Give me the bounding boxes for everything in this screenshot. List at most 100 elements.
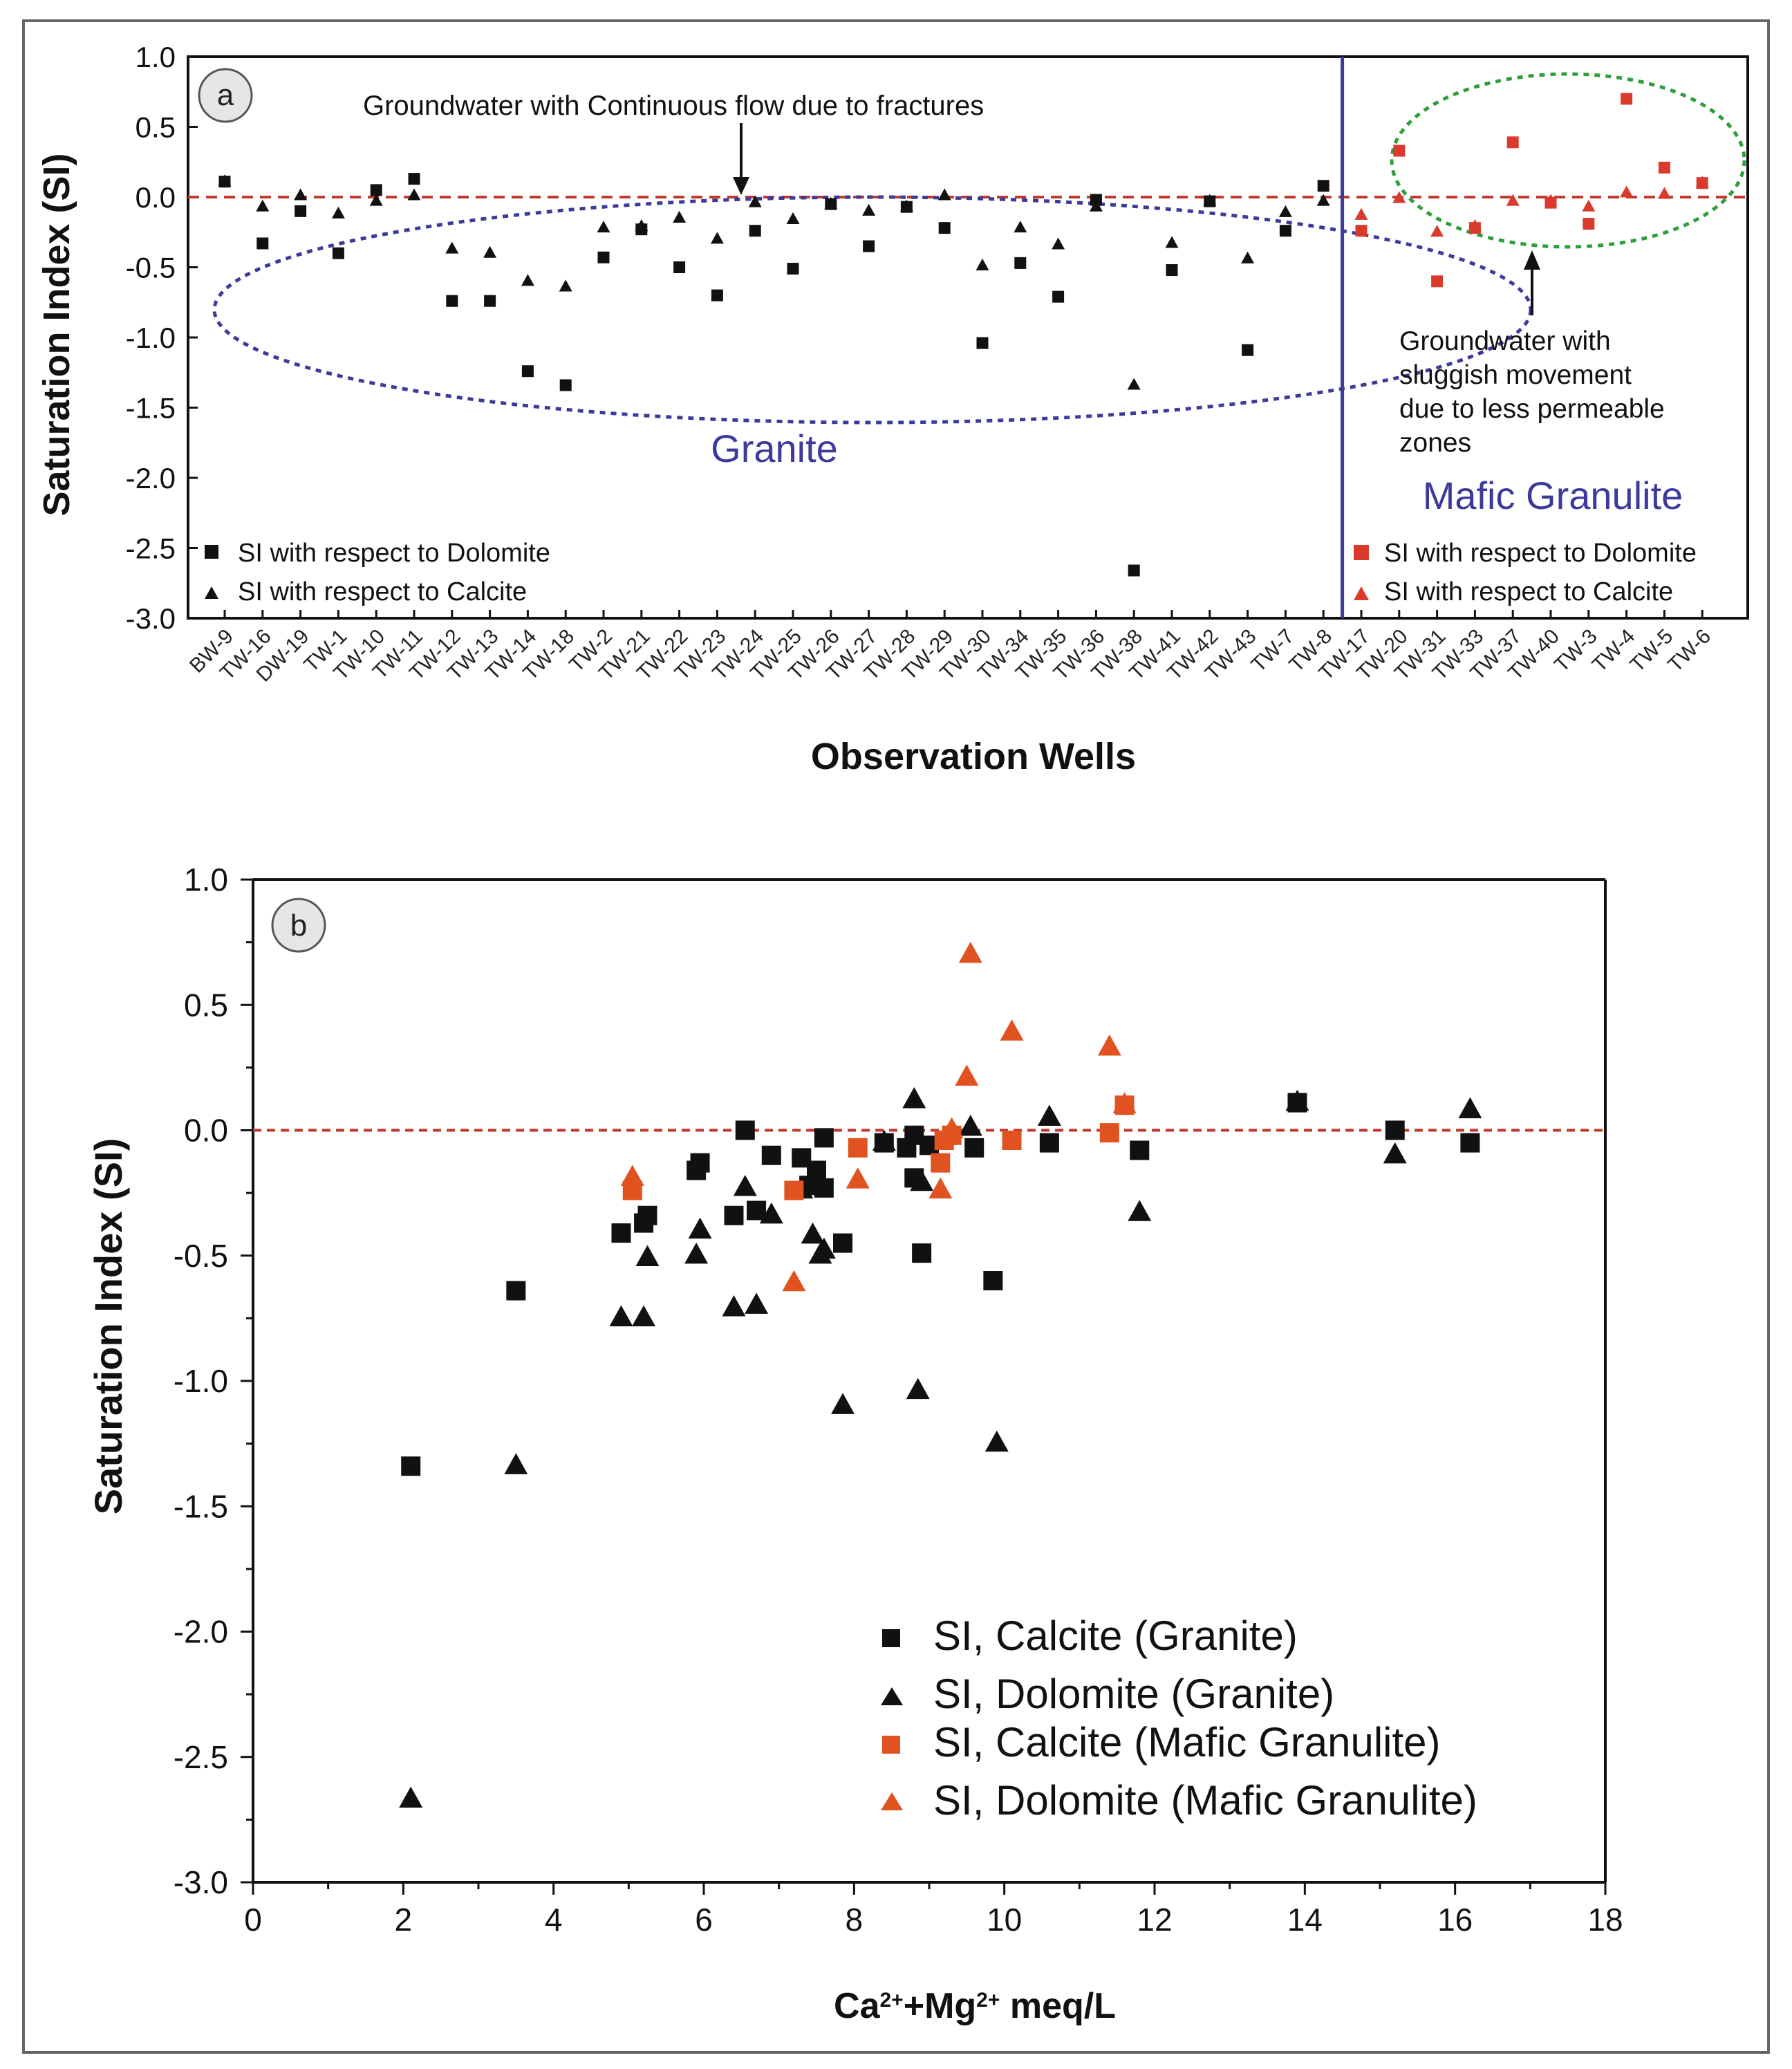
panel-b-y-tick-label: -1.0 bbox=[174, 1363, 228, 1399]
panel-b-dolomite-marker bbox=[635, 1245, 660, 1267]
panel-b-dolomite-marker bbox=[1383, 1142, 1407, 1164]
panel-a-calcite-marker bbox=[1127, 378, 1141, 390]
panel-a-y-tick-label: -2.0 bbox=[126, 462, 176, 494]
panel-a-dolomite-marker bbox=[370, 184, 382, 196]
legend-a-right-dolomite: SI with respect to Dolomite bbox=[1384, 539, 1697, 568]
panel-b-dolomite-marker bbox=[902, 1087, 926, 1108]
panel-a-calcite-marker bbox=[407, 188, 421, 201]
panel-a-calcite-marker bbox=[673, 210, 687, 223]
panel-b-calcite-marker bbox=[611, 1223, 631, 1243]
panel-a-calcite-marker bbox=[824, 196, 838, 209]
panel-a-dolomite-marker bbox=[673, 261, 686, 273]
panel-b-dolomite-marker bbox=[620, 1165, 644, 1187]
panel-b-x-tick-label: 16 bbox=[1437, 1902, 1473, 1938]
panel-a-calcite-marker bbox=[976, 258, 989, 270]
panel-b-dolomite-marker bbox=[984, 1430, 1009, 1452]
panel-b-dolomite-marker bbox=[1112, 1092, 1137, 1113]
x-title-mg: +Mg bbox=[904, 1986, 976, 2026]
panel-b-calcite-marker bbox=[912, 1243, 932, 1263]
sluggish-arrow-head bbox=[1524, 250, 1540, 270]
panel-a-y-tick-label: -3.0 bbox=[126, 602, 176, 635]
panel-b-dolomite-marker bbox=[812, 1237, 836, 1259]
panel-a-y-axis-title: Saturation Index (SI) bbox=[36, 153, 77, 516]
panel-b-dolomite-marker bbox=[733, 1174, 757, 1196]
panel-b-dolomite-marker bbox=[399, 1786, 423, 1808]
panel-b-data-points bbox=[399, 941, 1482, 1808]
sluggish-note-line-2: sluggish movement bbox=[1399, 360, 1632, 390]
panel-a-dolomite-marker bbox=[1506, 136, 1519, 149]
panel-b-dolomite-marker bbox=[958, 1114, 982, 1136]
panel-b-x-axis: 0 2 4 6 8 10 12 14 16 18 bbox=[244, 1882, 1623, 1938]
panel-b: 1.0 0.5 0.0 -0.5 -1.0 -1.5 -2.0 -2.5 -3.0 0 2 4 6 8 1… bbox=[86, 862, 1623, 2026]
granite-label: Granite bbox=[711, 427, 838, 470]
panel-b-calcite-marker bbox=[1385, 1120, 1405, 1140]
panel-a-dolomite-marker bbox=[332, 247, 344, 259]
panel-a-calcite-marker bbox=[369, 194, 383, 206]
legend-b-dolomite-mafic-icon bbox=[881, 1792, 903, 1810]
x-title-units: meq/L bbox=[1000, 1986, 1116, 2026]
panel-a-calcite-marker bbox=[862, 203, 876, 216]
panel-a-calcite-marker bbox=[597, 221, 610, 233]
panel-b-y-tick-label: 1.0 bbox=[184, 862, 228, 898]
panel-b-dolomite-marker bbox=[1097, 1034, 1121, 1056]
panel-b-dolomite-marker bbox=[955, 1064, 979, 1086]
panel-a-data-points bbox=[218, 93, 1709, 577]
panel-a-y-tick-label: -0.5 bbox=[126, 252, 176, 284]
panel-b-y-axis: 1.0 0.5 0.0 -0.5 -1.0 -1.5 -2.0 -2.5 -3.0 bbox=[174, 862, 253, 1900]
panel-b-calcite-marker bbox=[637, 1205, 657, 1225]
panel-a-dolomite-marker bbox=[787, 263, 799, 275]
legend-b-calcite-mafic: SI, Calcite (Mafic Granulite) bbox=[933, 1719, 1441, 1765]
panel-a-calcite-marker bbox=[1354, 207, 1368, 220]
sluggish-note-line-3: due to less permeable bbox=[1399, 394, 1665, 424]
legend-a-left-triangle-icon bbox=[205, 586, 218, 599]
panel-b-dolomite-marker bbox=[940, 1117, 964, 1139]
panel-b-dolomite-marker bbox=[958, 941, 982, 963]
panel-b-x-tick-label: 18 bbox=[1587, 1902, 1623, 1938]
panel-b-dolomite-marker bbox=[1128, 1200, 1152, 1221]
panel-b-dolomite-marker bbox=[1458, 1097, 1482, 1119]
panel-a-y-axis: 1.0 0.5 0.0 -0.5 -1.0 -1.5 -2.0 -2.5 -3.0 bbox=[126, 41, 198, 635]
mafic-granulite-ellipse bbox=[1390, 72, 1746, 249]
panel-b-dolomite-marker bbox=[906, 1377, 930, 1400]
legend-b-dolomite-granite-icon bbox=[881, 1687, 903, 1705]
panel-a-dolomite-marker bbox=[1431, 275, 1444, 288]
panel-b-calcite-marker bbox=[724, 1205, 744, 1225]
panel-a-calcite-marker bbox=[256, 199, 270, 212]
panel-a-calcite-marker bbox=[1014, 221, 1027, 233]
panel-a-calcite-marker bbox=[294, 188, 308, 201]
panel-a-calcite-marker bbox=[1468, 219, 1482, 232]
panel-a-calcite-marker bbox=[1316, 194, 1330, 206]
panel-a-dolomite-marker bbox=[1583, 218, 1595, 230]
panel-b-calcite-marker bbox=[1039, 1133, 1059, 1153]
panel-b-dolomite-marker bbox=[745, 1292, 769, 1314]
panel-b-label-circle bbox=[271, 898, 326, 953]
panel-a-calcite-marker bbox=[1695, 176, 1709, 188]
panel-a-calcite-marker bbox=[331, 206, 345, 219]
panel-b-calcite-marker bbox=[506, 1281, 526, 1301]
panel-a-dolomite-marker bbox=[256, 237, 269, 250]
panel-a-dolomite-marker bbox=[597, 251, 610, 263]
legend-a-right-triangle-icon bbox=[1354, 586, 1369, 600]
sluggish-note-line-4: zones bbox=[1399, 428, 1471, 458]
panel-b-dolomite-marker bbox=[782, 1270, 806, 1292]
panel-a-dolomite-marker bbox=[863, 240, 875, 252]
panel-a-y-tick-label: -2.5 bbox=[126, 532, 176, 565]
panel-a-calcite-marker bbox=[1165, 236, 1179, 248]
panel-a-calcite-marker bbox=[937, 188, 951, 201]
panel-a-y-tick-label: -1.0 bbox=[126, 322, 176, 354]
panel-b-dolomite-marker bbox=[759, 1202, 783, 1224]
panel-a-dolomite-marker bbox=[408, 173, 420, 185]
panel-a-dolomite-marker bbox=[1621, 93, 1633, 105]
panel-a-dolomite-marker bbox=[711, 289, 723, 301]
legend-a-right-square-icon bbox=[1354, 545, 1369, 560]
panel-b-calcite-marker bbox=[1002, 1131, 1022, 1150]
continuous-flow-arrow-head bbox=[733, 177, 749, 195]
panel-b-calcite-marker bbox=[814, 1128, 834, 1148]
panel-b-calcite-marker bbox=[833, 1233, 853, 1253]
panel-b-y-tick-label: -1.5 bbox=[174, 1488, 228, 1524]
panel-a-calcite-marker bbox=[218, 174, 232, 187]
panel-b-calcite-marker bbox=[931, 1153, 951, 1173]
panel-b-calcite-marker bbox=[1460, 1133, 1480, 1153]
panel-a-calcite-marker bbox=[1506, 194, 1520, 206]
